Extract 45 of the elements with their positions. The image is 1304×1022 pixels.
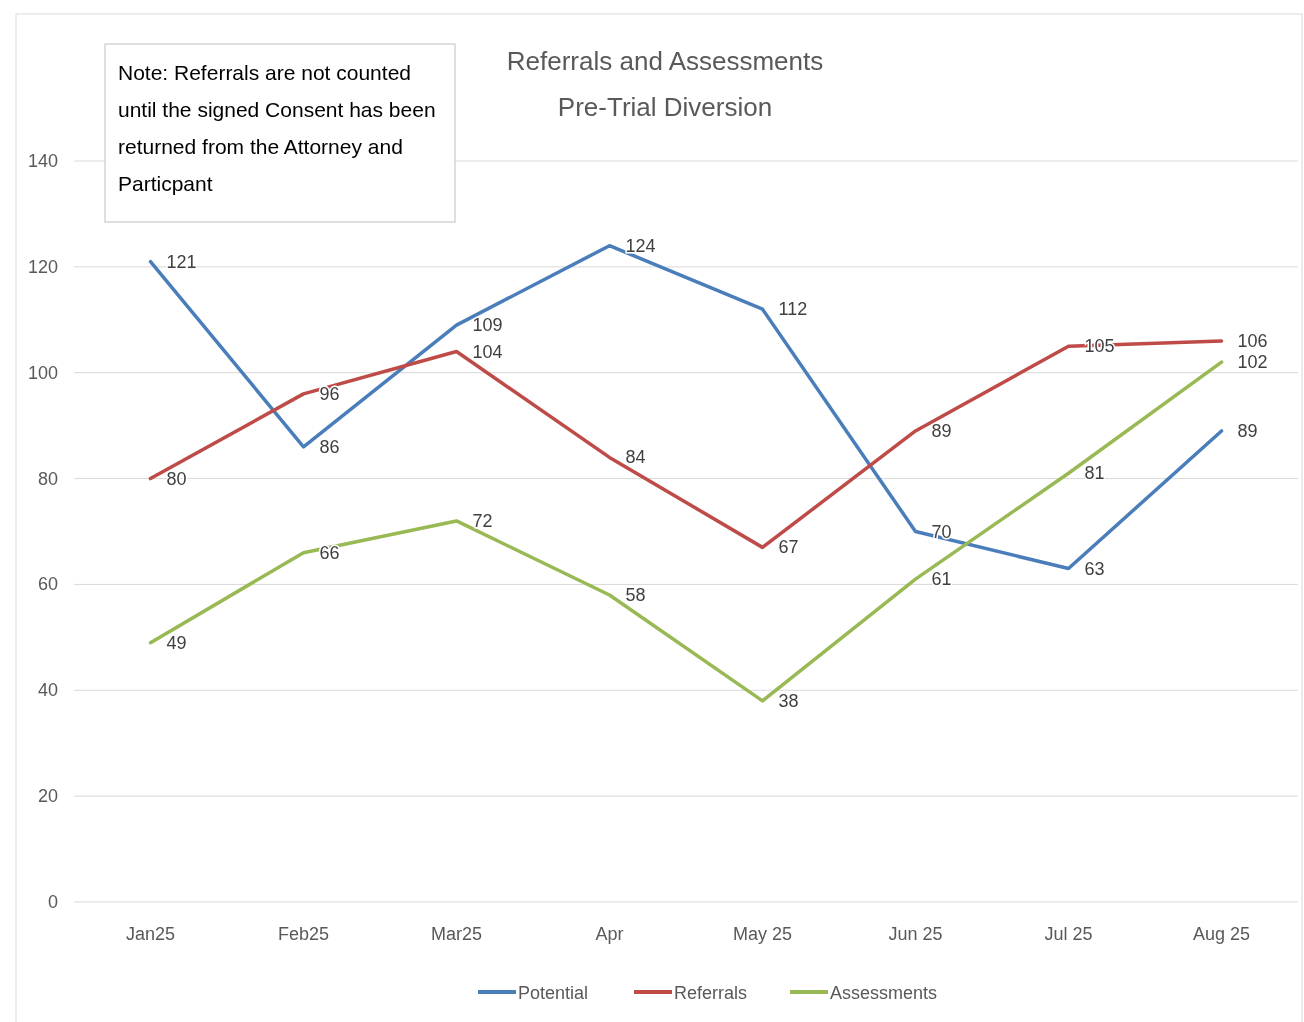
y-tick-label: 100 bbox=[27, 362, 58, 383]
chart-subtitle: Pre-Trial Diversion bbox=[557, 92, 773, 122]
data-label: 109 bbox=[472, 315, 503, 336]
data-label: 86 bbox=[319, 436, 340, 457]
data-label: 70 bbox=[931, 521, 952, 542]
x-tick-label: Jan25 bbox=[125, 924, 176, 944]
data-label: 89 bbox=[1237, 420, 1258, 441]
legend-label: Referrals bbox=[674, 983, 748, 1003]
data-label: 84 bbox=[625, 447, 646, 468]
data-label: 80 bbox=[166, 468, 187, 489]
x-tick-label: May 25 bbox=[732, 924, 793, 944]
data-label: 81 bbox=[1084, 463, 1105, 484]
legend-label: Potential bbox=[518, 983, 589, 1003]
data-label: 61 bbox=[931, 569, 952, 590]
x-tick-label: Jul 25 bbox=[1044, 924, 1093, 944]
data-label: 102 bbox=[1237, 352, 1268, 373]
data-label: 106 bbox=[1237, 330, 1268, 351]
chart-title: Referrals and Assessments bbox=[506, 46, 824, 76]
data-label: 58 bbox=[625, 585, 646, 606]
data-label: 124 bbox=[625, 235, 656, 256]
data-label: 49 bbox=[166, 632, 187, 653]
x-tick-label: Mar25 bbox=[430, 924, 483, 944]
data-label: 67 bbox=[778, 537, 799, 558]
x-tick-label: Feb25 bbox=[277, 924, 330, 944]
y-tick-label: 20 bbox=[37, 786, 58, 807]
annotation: Note: Referrals are not counted until the signed Consent has been returned from the Attorney and Particpant bbox=[118, 61, 436, 195]
data-label: 121 bbox=[166, 251, 197, 272]
data-label: 104 bbox=[472, 341, 503, 362]
y-tick-label: 80 bbox=[37, 468, 58, 489]
x-tick-label: Jun 25 bbox=[888, 924, 943, 944]
data-label: 66 bbox=[319, 542, 340, 563]
y-tick-label: 120 bbox=[27, 256, 58, 277]
data-label: 72 bbox=[472, 510, 493, 531]
data-label: 63 bbox=[1084, 558, 1105, 579]
x-tick-label: Aug 25 bbox=[1192, 924, 1251, 944]
data-label: 89 bbox=[931, 420, 952, 441]
data-label: 96 bbox=[319, 383, 340, 404]
data-label: 112 bbox=[778, 299, 808, 320]
y-tick-label: 140 bbox=[27, 151, 58, 171]
y-tick-label: 0 bbox=[47, 892, 58, 912]
y-tick-label: 40 bbox=[37, 680, 58, 701]
y-tick-label: 60 bbox=[37, 574, 58, 595]
legend-label: Assessments bbox=[830, 983, 938, 1003]
x-tick-label: Apr bbox=[595, 924, 624, 944]
data-label: 38 bbox=[778, 690, 799, 711]
